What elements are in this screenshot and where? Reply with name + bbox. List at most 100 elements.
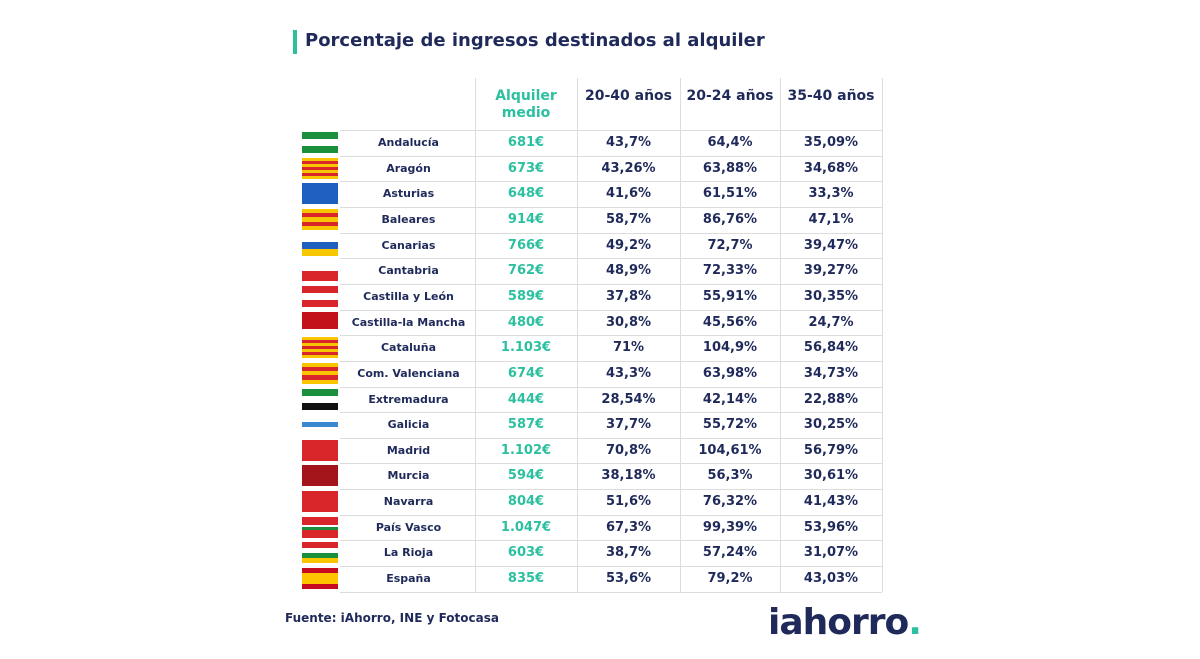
cell-value: 648€ [507, 186, 545, 202]
cell-value: 47,1% [808, 211, 854, 227]
cell-value: 37,8% [605, 288, 652, 304]
flag-stripe [302, 375, 338, 380]
flag-stripe [302, 157, 338, 161]
cell-value: 45,56% [702, 314, 758, 330]
row-line [340, 232, 882, 234]
flag-stripe [302, 402, 338, 410]
cell-value: 804€ [507, 494, 545, 510]
cell-value: 53,96% [803, 519, 859, 535]
flag-stripe [302, 160, 338, 164]
flag-stripe [302, 529, 338, 538]
flag-stripe [302, 421, 338, 428]
logo-dot: . [908, 602, 922, 643]
cell-value: 55,72% [702, 417, 758, 433]
cell-value: 86,76% [702, 211, 758, 227]
cell-value: 28,54% [601, 391, 656, 407]
region-name: Com. Valenciana [357, 366, 460, 380]
column-header: 20-24 años [686, 88, 774, 104]
logo-text: iahorro [768, 602, 909, 643]
cell-value: 681€ [507, 135, 545, 150]
cell-value: 34,68% [803, 160, 859, 176]
row-line [340, 309, 882, 311]
flag-stripe [302, 183, 338, 205]
cell-value: 63,88% [702, 160, 758, 176]
cell-value: 48,9% [605, 263, 652, 279]
cell-value: 480€ [507, 314, 545, 330]
flag-stripe [302, 552, 338, 559]
flag-stripe [302, 146, 338, 153]
cell-value: 762€ [507, 263, 545, 279]
flag-stripe [302, 248, 338, 256]
flag-stripe [302, 241, 338, 249]
flag-stripe [302, 367, 338, 372]
cell-value: 1.102€ [500, 442, 552, 458]
region-name: País Vasco [375, 520, 442, 534]
cell-value: 72,7% [707, 237, 753, 253]
cell-value: 49,2% [605, 237, 652, 253]
flag-stripe [302, 169, 338, 173]
cell-value: 61,51% [702, 186, 758, 202]
row-line [340, 489, 882, 491]
cell-value: 31,07% [803, 545, 859, 561]
title-bar [293, 30, 297, 54]
cell-value: 589€ [507, 288, 545, 304]
cell-value: 43,03% [803, 571, 859, 587]
flag-stripe [302, 292, 338, 300]
cell-value: 444€ [507, 391, 545, 407]
flag-stripe [302, 355, 338, 359]
flag-stripe [302, 465, 338, 487]
flag-stripe [302, 343, 338, 347]
cell-value: 42,14% [702, 391, 758, 407]
cell-value: 63,98% [702, 365, 758, 381]
flag-stripe [302, 558, 338, 564]
row-line [340, 566, 882, 568]
column-header: 20-40 años [584, 88, 672, 104]
region-name: Extremadura [368, 392, 449, 406]
flag-stripe [302, 427, 338, 436]
flag-stripe [302, 299, 338, 307]
cell-value: 64,4% [707, 135, 753, 150]
region-name: La Rioja [383, 546, 434, 560]
cell-value: 41,6% [605, 186, 652, 202]
flag-stripe [302, 547, 338, 553]
cell-value: 53,6% [605, 571, 652, 587]
flag-stripe [302, 166, 338, 170]
cell-value: 766€ [507, 237, 545, 253]
cell-value: 30,35% [803, 288, 859, 304]
flag-stripe [302, 388, 338, 396]
region-name: Cataluña [380, 341, 437, 355]
region-name: Navarra [383, 495, 434, 509]
region-name: Castilla-la Mancha [351, 315, 466, 329]
region-name: Castilla y León [363, 289, 454, 303]
cell-value: 41,43% [803, 494, 859, 510]
flag-stripe [302, 208, 338, 214]
cell-value: 1.047€ [500, 519, 552, 535]
row-line [340, 283, 882, 285]
flag-stripe [302, 568, 338, 574]
flag-stripe [302, 311, 338, 330]
cell-value: 603€ [507, 545, 545, 561]
row-line [340, 181, 882, 183]
cell-value: 1.103€ [500, 340, 552, 356]
flag-stripe [302, 225, 338, 230]
row-line [340, 591, 882, 593]
cell-value: 51,6% [605, 494, 652, 510]
cell-value: 594€ [507, 468, 545, 484]
flag-stripe [302, 340, 338, 344]
column-line [680, 78, 681, 592]
region-name: Cantabria [378, 264, 439, 278]
cell-value: 67,3% [605, 519, 652, 535]
column-line [475, 78, 476, 592]
flag-stripe [302, 175, 338, 179]
region-name: Canarias [381, 238, 436, 252]
row-line [340, 386, 882, 388]
flag-stripe [302, 583, 338, 590]
flag-stripe [302, 362, 338, 368]
region-name: Andalucía [378, 136, 439, 149]
cell-value: 30,8% [605, 314, 652, 330]
row-line [340, 514, 882, 516]
cell-value: 39,47% [803, 237, 859, 253]
flag-stripe [302, 346, 338, 350]
cell-value: 43,3% [605, 365, 652, 381]
row-line [340, 463, 882, 465]
